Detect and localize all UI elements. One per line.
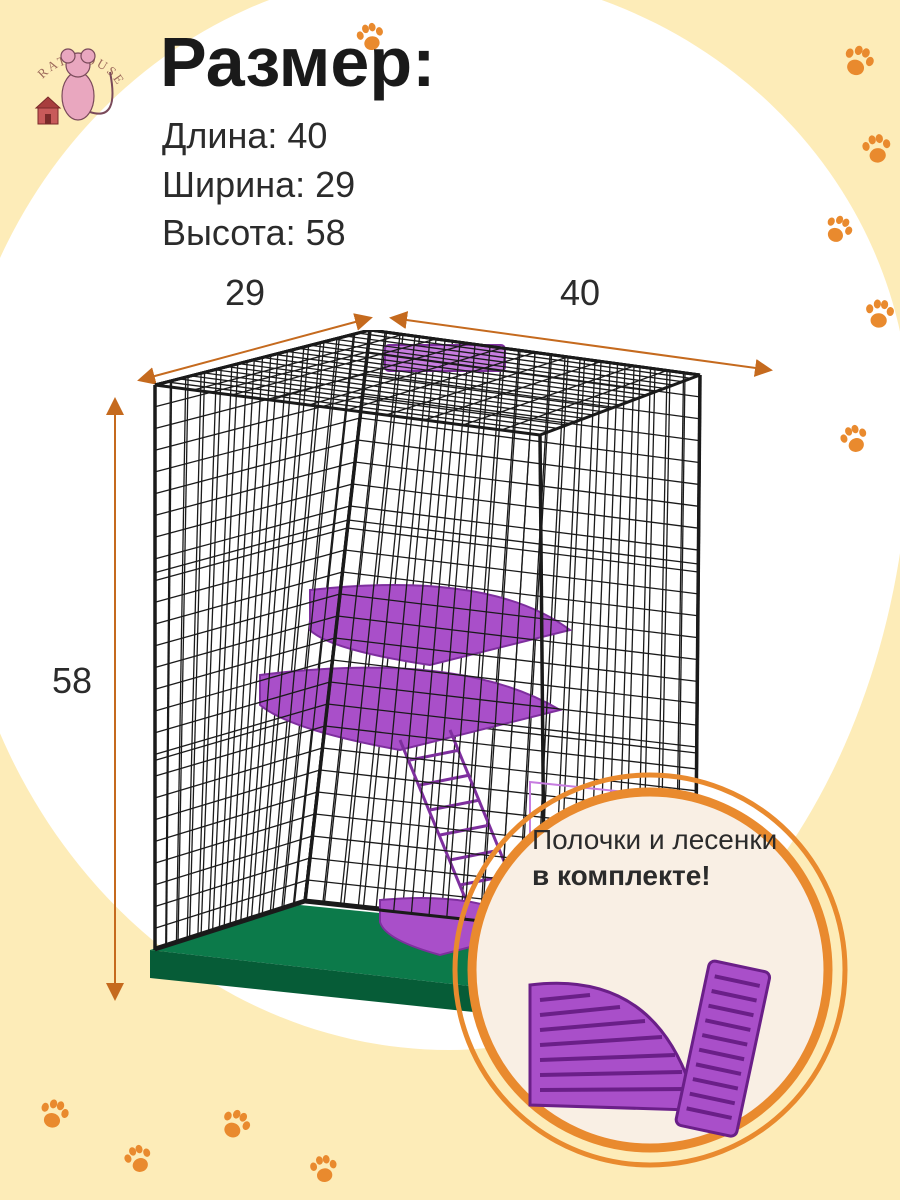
- spec-width: Ширина: 29: [162, 161, 355, 210]
- spec-length: Длина: 40: [162, 112, 355, 161]
- spec-height: Высота: 58: [162, 209, 355, 258]
- paw-icon: [304, 1149, 344, 1193]
- dim-height-label: 58: [52, 660, 92, 702]
- title: Размер:: [160, 22, 435, 102]
- badge-text: Полочки и лесенки в комплекте!: [532, 822, 792, 895]
- included-badge: Полочки и лесенки в комплекте!: [440, 760, 860, 1180]
- brand-logo: RAT HOUSE: [18, 18, 138, 138]
- dim-width-label: 40: [560, 272, 600, 314]
- badge-text-plain: Полочки и лесенки: [532, 824, 777, 855]
- badge-text-bold: в комплекте!: [532, 860, 711, 891]
- spec-list: Длина: 40 Ширина: 29 Высота: 58: [162, 112, 355, 258]
- dim-depth-label: 29: [225, 272, 265, 314]
- paw-icon: [856, 128, 899, 174]
- paw-icon: [859, 295, 899, 339]
